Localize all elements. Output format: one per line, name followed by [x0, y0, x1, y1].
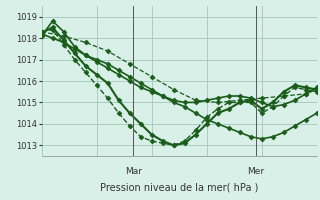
- Text: Mar: Mar: [125, 166, 142, 176]
- Text: Pression niveau de la mer( hPa ): Pression niveau de la mer( hPa ): [100, 183, 258, 193]
- Text: Mer: Mer: [247, 166, 264, 176]
